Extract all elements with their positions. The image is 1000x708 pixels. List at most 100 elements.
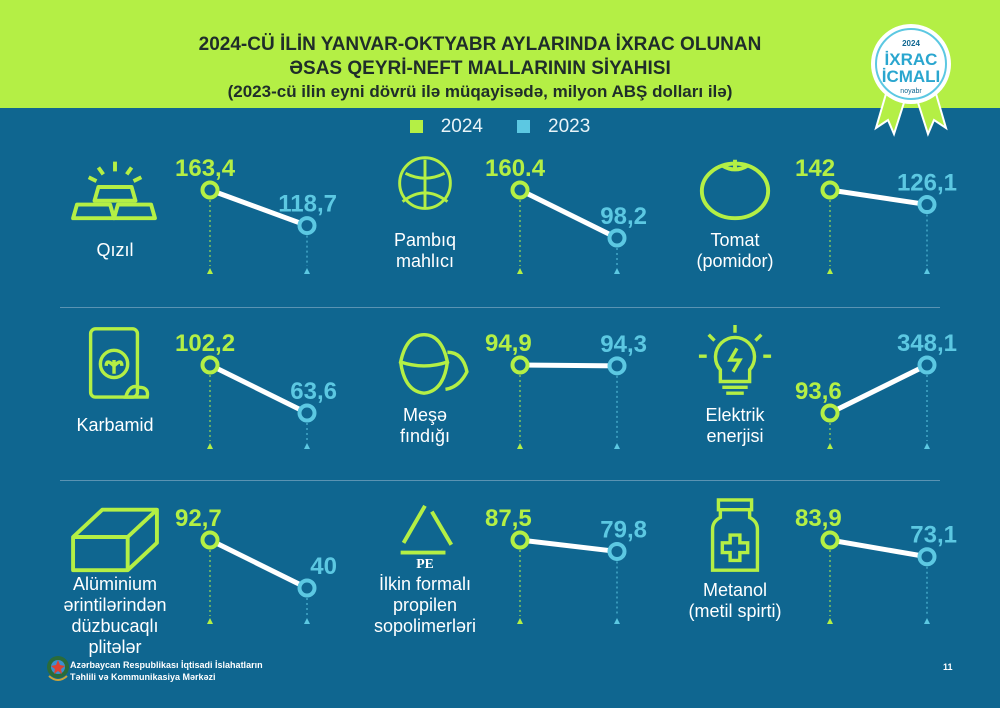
point-2024: [510, 180, 530, 200]
badge-line1: İXRAC: [885, 50, 938, 69]
row-divider: [60, 307, 940, 308]
panel-tomat: Tomat (pomidor) 142 126,1: [680, 140, 980, 315]
point-2024: [510, 530, 530, 550]
triangle-marker-2023: [304, 443, 310, 449]
point-2024: [200, 530, 220, 550]
triangle-marker-2024: [827, 268, 833, 274]
panel-karbamid: Karbamid 102,2 63,6: [60, 315, 360, 490]
value-label-2024: 93,6: [795, 378, 842, 405]
panel-metanol: Metanol (metil spirti) 83,9 73,1: [680, 490, 980, 665]
cotton-icon: [398, 156, 452, 210]
tomato-icon: [699, 159, 771, 221]
point-2023: [297, 403, 317, 423]
product-label: Karbamid: [76, 415, 154, 435]
point-2024: [200, 180, 220, 200]
badge-month: noyabr: [900, 88, 922, 95]
slope-line: [829, 187, 928, 208]
triangle-marker-2023: [304, 268, 310, 274]
page-number: 11: [943, 662, 953, 672]
value-label-2024: 94,9: [485, 330, 532, 357]
triangle-marker-2023: [614, 443, 620, 449]
slope-line: [829, 537, 928, 560]
triangle-marker-2024: [207, 618, 213, 624]
value-label-2024: 83,9: [795, 505, 842, 532]
value-label-2023: 79,8: [600, 516, 647, 543]
slope-line: [208, 537, 309, 591]
recycle-pe-icon: PE: [400, 504, 454, 571]
badge-year: 2024: [902, 39, 920, 48]
bottle-icon: [710, 498, 760, 572]
product-label: Qızıl: [96, 240, 134, 260]
panel-ilkinformalı: PE İlkin formalı propilen sopolimerləri 87,…: [370, 490, 670, 665]
emblem-icon: [47, 656, 69, 681]
value-label-2024: 160.4: [485, 155, 546, 182]
point-2023: [917, 547, 937, 567]
value-label-2023: 40: [310, 553, 337, 580]
slope-chart: 94,9 94,3: [485, 330, 647, 449]
slope-chart: 87,5 79,8: [485, 505, 647, 624]
value-label-2024: 87,5: [485, 505, 532, 532]
slope-chart: 160.4 98,2: [485, 155, 647, 274]
panel-qızıl: Qızıl 163,4 118,7: [60, 140, 360, 315]
triangle-marker-2024: [517, 268, 523, 274]
slope-line: [519, 362, 618, 369]
triangle-marker-2023: [304, 618, 310, 624]
triangle-marker-2024: [207, 443, 213, 449]
svg-text:PE: PE: [416, 556, 433, 571]
product-label: Metanol (metil spirti): [688, 580, 782, 621]
value-label-2024: 102,2: [175, 330, 235, 357]
product-label: İlkin formalı propilen sopolimerləri: [373, 574, 477, 636]
legend: 2024 2023: [0, 116, 1000, 138]
slope-line: [519, 537, 618, 554]
value-label-2024: 163,4: [175, 155, 236, 182]
title-line-1: 2024-CÜ İLİN YANVAR-OKTYABR AYLARINDA İX…: [198, 34, 762, 55]
legend-item-2023: 2023: [517, 116, 590, 138]
triangle-marker-2024: [517, 443, 523, 449]
point-2023: [917, 195, 937, 215]
badge-line2: İCMALI: [882, 67, 941, 86]
value-label-2023: 73,1: [910, 522, 957, 549]
panel-alüminium: Alüminium ərintilərindən düzbucaqlı plitələ…: [60, 490, 360, 665]
slope-chart: 163,4 118,7: [175, 155, 337, 274]
panel-elektrik: Elektrik enerjisi 93,6 348,1: [680, 315, 980, 490]
value-label-2024: 92,7: [175, 505, 222, 532]
triangle-marker-2024: [827, 443, 833, 449]
fertilizer-bag-icon: [88, 327, 150, 399]
point-2023: [917, 355, 937, 375]
footer-org: Azərbaycan Respublikası İqtisadi İslahat…: [70, 660, 263, 682]
point-2024: [820, 180, 840, 200]
triangle-marker-2023: [924, 618, 930, 624]
product-label: Meşə fındığı: [399, 405, 451, 446]
value-label-2023: 98,2: [600, 203, 647, 230]
badge-rosette-icon: 2024 İXRAC İCMALI noyabr: [871, 24, 951, 137]
triangle-marker-2024: [827, 618, 833, 624]
point-2023: [297, 216, 317, 236]
value-label-2023: 126,1: [897, 170, 957, 197]
panel-meşə: Meşə fındığı 94,9 94,3: [370, 315, 670, 490]
gold-bars-icon: [71, 161, 157, 221]
slope-chart: 83,9 73,1: [795, 505, 957, 624]
legend-item-2024: 2024: [409, 116, 483, 138]
slope-chart: 102,2 63,6: [175, 330, 337, 449]
value-label-2023: 94,3: [600, 331, 647, 358]
point-2024: [200, 355, 220, 375]
subtitle: (2023-cü ilin eyni dövrü ilə müqayisədə,…: [227, 82, 733, 101]
triangle-marker-2024: [517, 618, 523, 624]
triangle-marker-2023: [614, 618, 620, 624]
triangle-marker-2023: [614, 268, 620, 274]
slope-chart: 92,7 40: [175, 505, 337, 624]
slope-line: [828, 362, 929, 416]
product-label: Alüminium ərintilərindən düzbucaqlı plitələ…: [63, 574, 167, 657]
point-2024: [820, 530, 840, 550]
point-2023: [297, 578, 317, 598]
point-2023: [607, 541, 627, 561]
product-label: Tomat (pomidor): [696, 230, 774, 271]
point-2024: [820, 403, 840, 423]
slope-line: [209, 187, 308, 228]
product-label: Pambıq mahlıcı: [393, 230, 457, 271]
triangle-marker-2023: [924, 268, 930, 274]
value-label-2023: 348,1: [897, 330, 957, 357]
point-2023: [607, 356, 627, 376]
title-line-2: ƏSAS QEYRİ-NEFT MALLARININ SİYAHISI: [289, 58, 671, 79]
aluminium-plate-icon: [71, 507, 159, 573]
